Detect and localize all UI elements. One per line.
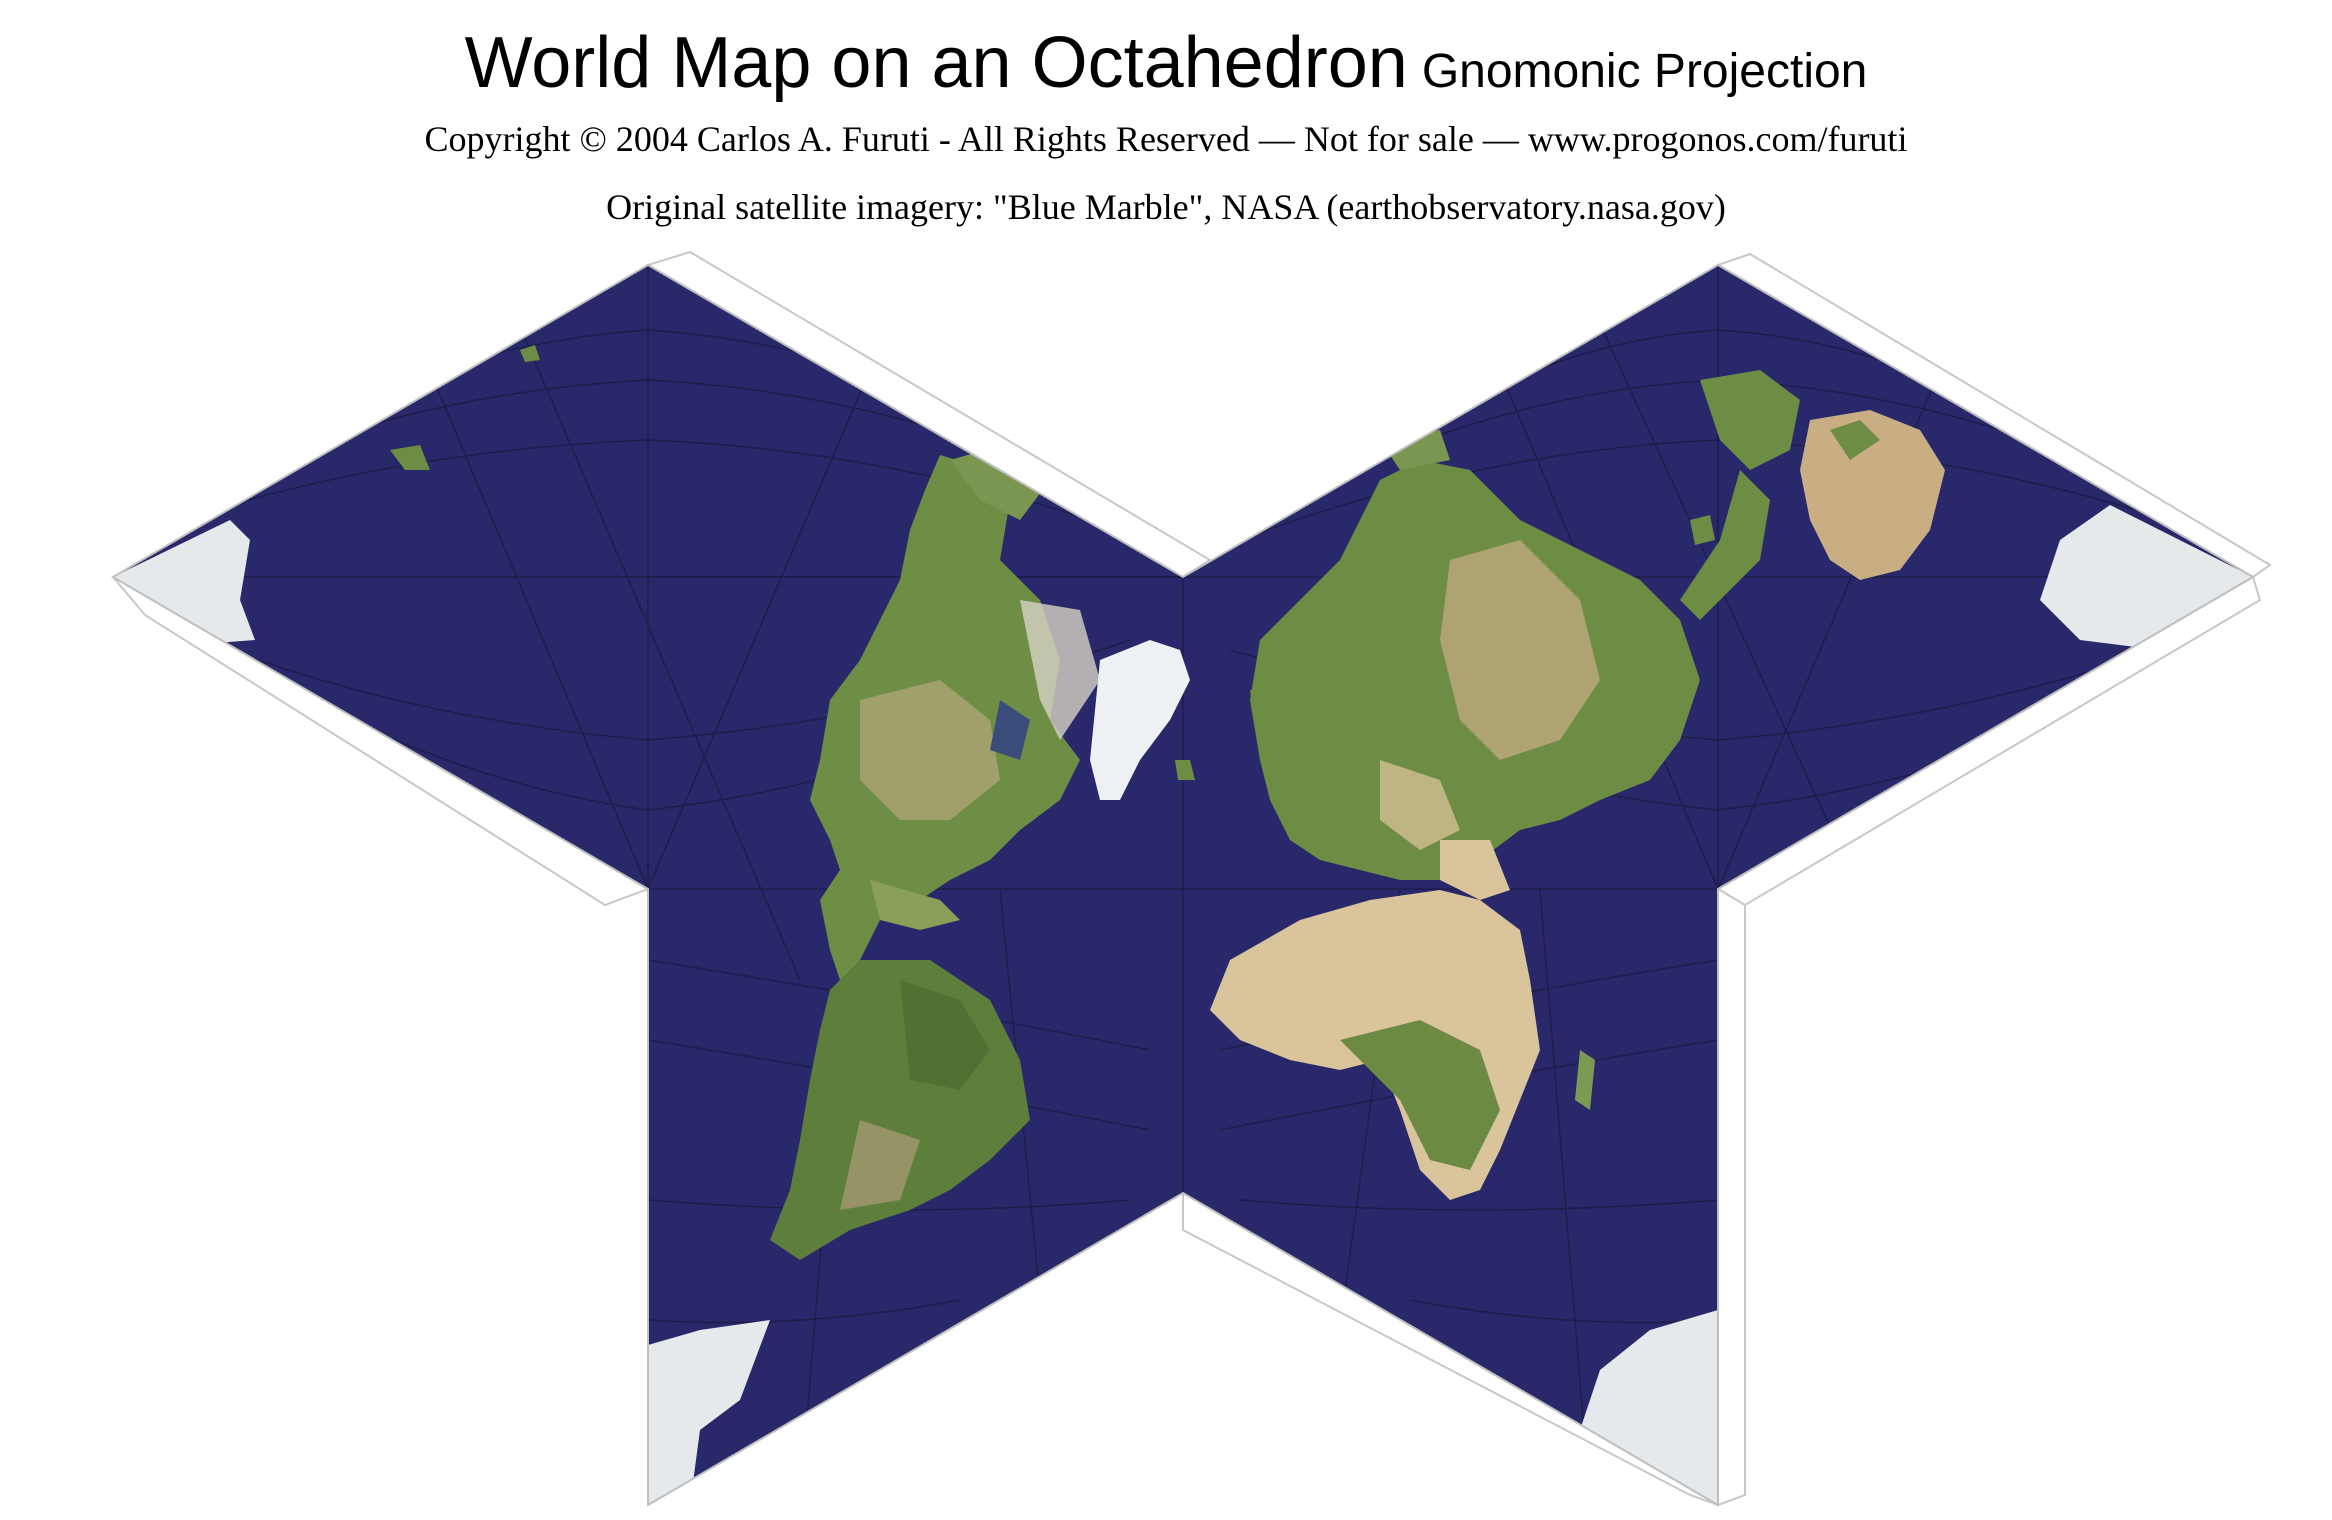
net-outline	[111, 263, 2255, 1507]
greenland	[1090, 640, 1190, 800]
antarctica	[113, 505, 2253, 1505]
copyright-text: Copyright © 2004 Carlos A. Furuti - All …	[424, 119, 1908, 159]
flap-bottom-right	[1717, 887, 1746, 1507]
north-america	[810, 440, 1100, 1010]
islands	[390, 345, 1715, 780]
imagery-credit: Original satellite imagery: "Blue Marble…	[606, 187, 1726, 227]
eurasia	[1250, 370, 1800, 880]
page-subtitle: Gnomonic Projection	[1421, 45, 1868, 98]
africa	[1210, 840, 1595, 1200]
australia	[1800, 410, 1945, 580]
page-title: World Map on an Octahedron	[464, 23, 1408, 103]
title-row: World Map on an Octahedron Gnomonic Proje…	[0, 22, 2332, 104]
south-america	[770, 960, 1030, 1260]
